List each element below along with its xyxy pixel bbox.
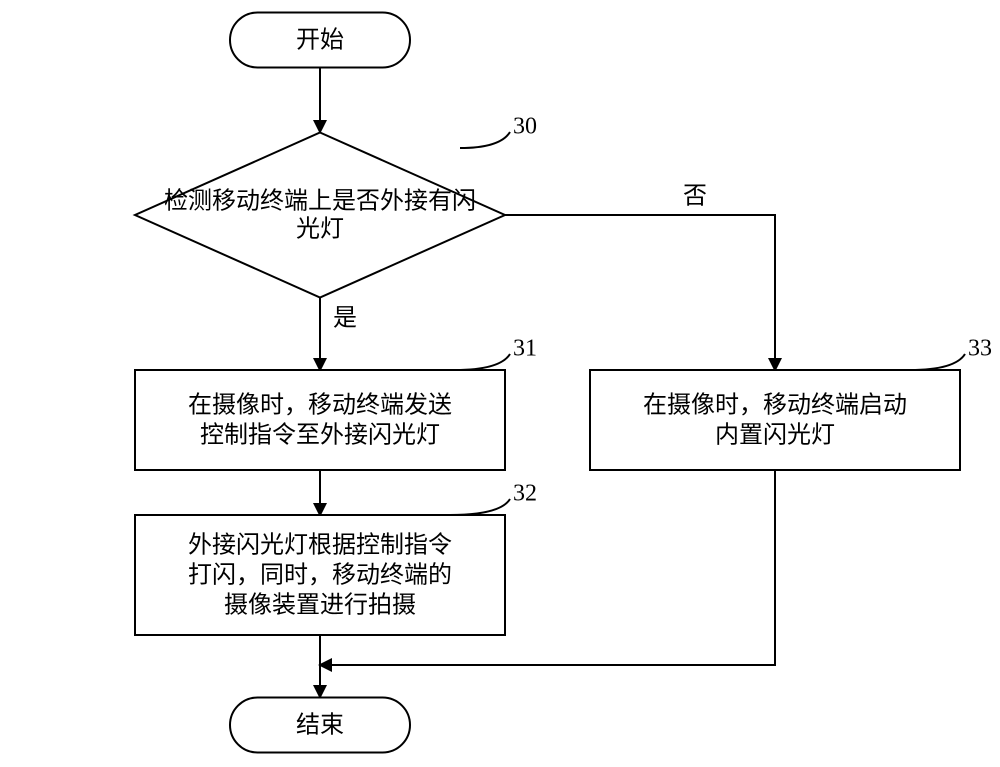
edge-label-decision-step33: 否 (683, 184, 707, 210)
node-step31-line-1: 控制指令至外接闪光灯 (200, 422, 440, 449)
node-end: 结束 (230, 698, 410, 753)
node-end-label: 结束 (296, 712, 344, 739)
ref-hook-30 (460, 132, 510, 148)
node-decision-line-0: 检测移动终端上是否外接有闪 (164, 188, 476, 215)
ref-hook-33 (910, 354, 965, 370)
node-step32-line-2: 摄像装置进行拍摄 (224, 592, 416, 619)
node-decision: 检测移动终端上是否外接有闪光灯 30 (135, 114, 537, 298)
node-step31-line-0: 在摄像时，移动终端发送 (188, 392, 452, 419)
node-step33: 在摄像时，移动终端启动内置闪光灯 33 (590, 336, 992, 471)
edge-label-decision-step31: 是 (333, 306, 357, 332)
node-step32: 外接闪光灯根据控制指令打闪，同时，移动终端的摄像装置进行拍摄 32 (135, 481, 537, 636)
ref-num-30: 30 (513, 114, 537, 140)
node-decision-line-1: 光灯 (296, 215, 344, 242)
ref-num-32: 32 (513, 481, 537, 507)
ref-num-31: 31 (513, 336, 537, 362)
node-step33-line-0: 在摄像时，移动终端启动 (643, 392, 907, 419)
node-step32-line-0: 外接闪光灯根据控制指令 (188, 532, 452, 559)
node-start: 开始 (230, 13, 410, 68)
node-start-label: 开始 (296, 27, 344, 54)
ref-num-33: 33 (968, 336, 992, 362)
ref-hook-31 (455, 354, 510, 370)
node-step31: 在摄像时，移动终端发送控制指令至外接闪光灯 31 (135, 336, 537, 471)
node-step32-line-1: 打闪，同时，移动终端的 (188, 562, 452, 589)
ref-hook-32 (450, 499, 510, 515)
edge-decision-step33 (505, 215, 775, 370)
node-step33-line-1: 内置闪光灯 (715, 422, 835, 449)
